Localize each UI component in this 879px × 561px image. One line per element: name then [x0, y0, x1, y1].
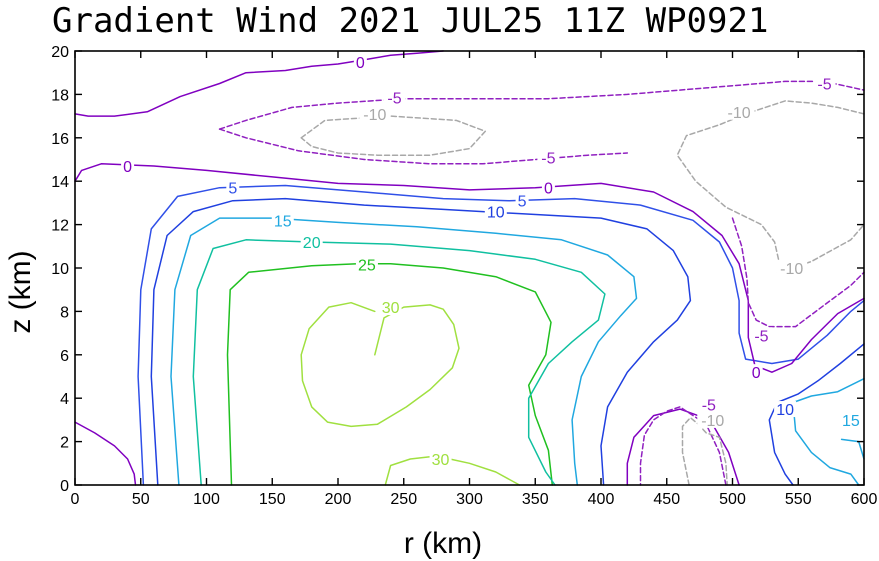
contour-label--5-0: -5	[387, 91, 401, 108]
y-tick-label-20: 20	[51, 44, 69, 61]
contour-line--5-3	[731, 217, 865, 328]
contour-layer	[74, 50, 865, 486]
x-tick-label-100: 100	[193, 491, 220, 508]
contour-line-15-1	[792, 377, 865, 486]
contour-line--5-2	[639, 406, 727, 486]
contour-label-bg-0-3	[749, 364, 763, 381]
contour-line-0-0	[74, 163, 865, 373]
contour-label--10-1: -10	[728, 105, 751, 122]
contour-label-layer: 30302520151510105500000-5-5-5-5-5-10-10-…	[121, 53, 862, 469]
contour-label-0-3: 0	[752, 365, 761, 382]
x-tick-label-50: 50	[132, 491, 150, 508]
x-tick-label-150: 150	[259, 491, 286, 508]
contour-line-15-2	[840, 438, 865, 460]
y-tick-label-4: 4	[60, 391, 69, 408]
contour-label-bg-25-0	[355, 256, 378, 273]
contour-label-0-2: 0	[356, 55, 365, 72]
contour-label-10-0: 10	[487, 205, 505, 222]
y-tick-label-2: 2	[60, 435, 69, 452]
y-tick-label-6: 6	[60, 348, 69, 365]
contour-line-10-0	[150, 197, 692, 486]
y-tick-label-0: 0	[60, 478, 69, 495]
contour-line-25-0	[226, 262, 554, 486]
contour-label-bg-30-0	[379, 299, 402, 316]
contour-label--5-1: -5	[541, 150, 555, 167]
contour-label-0-1: 0	[544, 181, 553, 198]
contour-label-bg-30-1	[429, 450, 452, 467]
contour-label-20-0: 20	[303, 235, 321, 252]
contour-label--10-2: -10	[780, 261, 803, 278]
contour-label-bg--10-1	[723, 103, 755, 120]
contour-label-15-0: 15	[274, 213, 292, 230]
x-tick-label-350: 350	[522, 491, 549, 508]
contour-label-bg--10-3	[697, 411, 729, 428]
y-tick-label-18: 18	[51, 87, 69, 104]
contour-line-30-1	[384, 456, 521, 486]
contour-label-bg-5-1	[515, 192, 529, 209]
x-tick-label-600: 600	[851, 491, 878, 508]
contour-label-bg-15-1	[839, 411, 862, 428]
contour-label-30-0: 30	[382, 300, 400, 317]
y-tick-label-14: 14	[51, 174, 69, 191]
contour-label-bg--5-3	[697, 396, 720, 413]
contour-label-5-0: 5	[228, 181, 237, 198]
contour-label-bg--5-2	[813, 75, 836, 92]
contour-label-25-0: 25	[358, 258, 376, 275]
x-tick-label-400: 400	[588, 491, 615, 508]
contour-label-bg-15-0	[271, 212, 294, 229]
contour-label-bg--5-4	[750, 327, 773, 344]
contour-label-15-1: 15	[842, 413, 860, 430]
y-axis-label: z (km)	[4, 250, 37, 333]
contour-line-20-0	[192, 239, 606, 486]
contour-label-bg-10-1	[774, 401, 797, 418]
contour-label-bg--10-2	[776, 260, 808, 276]
contour-line-5-0	[137, 184, 865, 486]
contour-label-bg--5-0	[383, 89, 406, 106]
contour-line-0-3	[626, 408, 740, 486]
contour-label-10-1: 10	[776, 402, 794, 419]
contour-label-bg-10-0	[484, 203, 507, 220]
contour-label-bg--10-0	[359, 105, 391, 122]
contour-label--10-3: -10	[701, 413, 724, 430]
contour-label--10-0: -10	[363, 107, 386, 124]
x-tick-label-550: 550	[785, 491, 812, 508]
contour-label-30-1: 30	[432, 452, 450, 469]
contour-line--10-0	[300, 115, 487, 156]
contour-label-bg-0-0	[121, 158, 135, 175]
contour-label-bg--5-1	[537, 149, 560, 166]
contour-label--5-2: -5	[817, 77, 831, 94]
contour-line--5-0	[218, 80, 865, 130]
contour-label-bg-5-0	[226, 179, 240, 196]
contour-label-5-1: 5	[518, 194, 527, 211]
contour-line-15-0	[170, 217, 638, 486]
contour-label--5-3: -5	[702, 398, 716, 415]
x-tick-label-500: 500	[719, 491, 746, 508]
x-tick-label-0: 0	[71, 491, 80, 508]
y-tick-label-8: 8	[60, 304, 69, 321]
contour-label--5-4: -5	[754, 328, 768, 345]
x-tick-label-200: 200	[325, 491, 352, 508]
y-tick-label-12: 12	[51, 218, 69, 235]
chart-title: Gradient Wind 2021 JUL25 11Z WP0921	[52, 1, 768, 41]
contour-line-30-0	[300, 301, 460, 428]
x-tick-label-250: 250	[390, 491, 417, 508]
contour-line-0-1	[74, 50, 444, 117]
contour-label-bg-0-2	[353, 53, 367, 70]
contour-line--5-1	[218, 128, 629, 165]
contour-label-0-0: 0	[123, 159, 132, 176]
contour-label-bg-20-0	[300, 233, 323, 250]
y-tick-label-10: 10	[51, 261, 69, 278]
y-tick-label-16: 16	[51, 131, 69, 148]
x-axis-label: r (km)	[404, 527, 482, 560]
x-tick-label-300: 300	[456, 491, 483, 508]
contour-line--10-1	[676, 100, 865, 274]
tick-layer: 0 50 100 150 200 250 300 350 400 450 500 550 6000246…	[51, 44, 877, 508]
x-tick-label-450: 450	[653, 491, 680, 508]
contour-line-0-2	[74, 421, 137, 486]
contour-label-bg-0-1	[541, 179, 555, 196]
